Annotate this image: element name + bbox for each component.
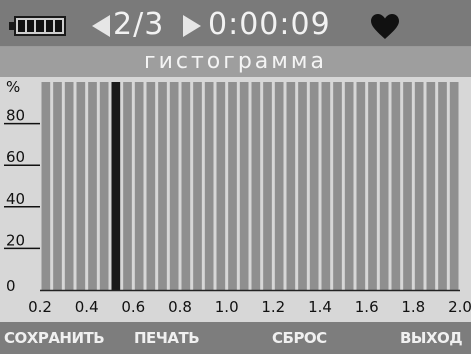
histogram-bar: [286, 82, 296, 290]
x-tick-label: 1.6: [355, 298, 379, 316]
y-tick-label: 20: [6, 231, 25, 249]
page-counter: 2/3: [113, 7, 165, 42]
y-tick-label: 60: [6, 148, 25, 166]
histogram-bar: [76, 82, 86, 290]
histogram-bar: [181, 82, 191, 290]
histogram-bar: [356, 82, 366, 290]
y-tick-label: 80: [6, 107, 25, 125]
status-bar: 2/3 0:00:09: [0, 0, 471, 47]
histogram-bar: [158, 82, 167, 290]
x-tick-label: 1.2: [261, 298, 285, 316]
heart-icon: [371, 14, 399, 39]
x-tick-label: 0.8: [168, 298, 192, 316]
title-bar: гистограмма: [0, 47, 471, 77]
histogram-bar-selected: [111, 82, 121, 290]
histogram-bar: [414, 82, 424, 290]
x-tick-label: 2.0: [448, 298, 471, 316]
histogram-bar: [41, 82, 51, 290]
softkey-bar: СОХРАНИТЬ ПЕЧАТЬ СБРОС ВЫХОД: [0, 322, 471, 354]
histogram-bar: [123, 82, 132, 290]
x-tick-label: 0.4: [75, 298, 99, 316]
x-tick-label: 0.2: [28, 298, 52, 316]
histogram-bar: [344, 82, 354, 290]
histogram-bar: [449, 82, 459, 290]
histogram-bar: [309, 82, 319, 290]
x-tick-label: 1.8: [401, 298, 425, 316]
histogram-bar: [403, 82, 412, 290]
arrow-right-icon[interactable]: [183, 15, 201, 37]
histogram-bar: [228, 82, 237, 290]
histogram-bar: [53, 82, 62, 290]
page-title: гистограмма: [144, 49, 327, 74]
histogram-bar: [251, 82, 261, 290]
timer: 0:00:09: [208, 7, 331, 42]
histogram-bar: [298, 82, 307, 290]
print-button[interactable]: ПЕЧАТЬ: [134, 329, 200, 347]
histogram-chart: % 0 20 40 60 80 0.2 0.4 0.6 0.8 1.0 1.2 1.4 1.6 1.8 2.0: [0, 78, 471, 318]
histogram-bar: [64, 82, 74, 290]
histogram-bar: [216, 82, 226, 290]
histogram-svg: % 0 20 40 60 80 0.2 0.4 0.6 0.8 1.0 1.2 1.4 1.6 1.8 2.0: [4, 78, 471, 316]
reset-button[interactable]: СБРОС: [272, 329, 327, 347]
histogram-bar: [88, 82, 97, 290]
histogram-bar: [333, 82, 342, 290]
x-tick-label: 0.6: [121, 298, 145, 316]
histogram-bar: [204, 82, 214, 290]
histogram-bar: [239, 82, 249, 290]
save-button[interactable]: СОХРАНИТЬ: [4, 329, 105, 347]
histogram-bar: [368, 82, 377, 290]
histogram-bar: [263, 82, 272, 290]
histogram-bar: [391, 82, 401, 290]
histogram-bar: [134, 82, 144, 290]
y-tick-label: 40: [6, 190, 25, 208]
battery-full-icon: [9, 16, 66, 36]
x-tick-label: 1.0: [215, 298, 239, 316]
histogram-bar: [379, 82, 389, 290]
histogram-bar: [438, 82, 447, 290]
histogram-bar: [274, 82, 284, 290]
histogram-bar: [193, 82, 202, 290]
x-tick-label: 1.4: [308, 298, 332, 316]
histogram-bar: [426, 82, 436, 290]
exit-button[interactable]: ВЫХОД: [400, 329, 463, 347]
y-tick-label: 0: [6, 277, 16, 295]
histogram-bar: [321, 82, 331, 290]
histogram-bar: [99, 82, 109, 290]
histogram-bar: [146, 82, 156, 290]
histogram-bar: [169, 82, 179, 290]
y-axis-unit: %: [6, 78, 20, 96]
arrow-left-icon[interactable]: [92, 15, 110, 37]
